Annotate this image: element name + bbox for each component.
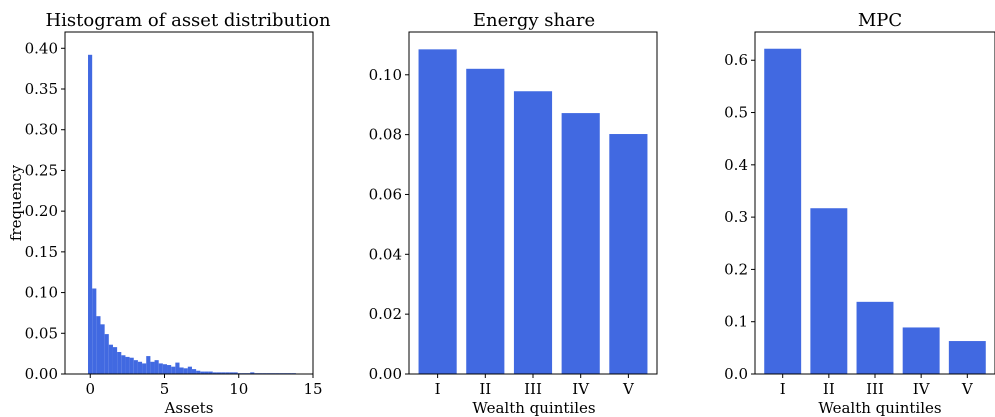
mpc-xtick-label: II bbox=[823, 380, 835, 398]
histogram-ytick-label: 0.40 bbox=[25, 39, 58, 57]
histogram-bar bbox=[134, 360, 138, 374]
energy-share-bar-IV bbox=[562, 113, 600, 374]
mpc-ytick-label: 0.1 bbox=[724, 313, 748, 331]
histogram-ytick-label: 0.35 bbox=[25, 80, 58, 98]
energy-share-xtick-label: IV bbox=[572, 380, 590, 398]
energy-share-bar-V bbox=[609, 134, 647, 374]
mpc-ytick-label: 0.4 bbox=[724, 156, 748, 174]
histogram-bar bbox=[130, 358, 134, 374]
histogram-bar bbox=[175, 363, 179, 374]
histogram-bar bbox=[171, 367, 175, 374]
energy-share-ytick-label: 0.10 bbox=[369, 66, 402, 84]
energy-share-ytick-label: 0.02 bbox=[369, 305, 402, 323]
mpc-ytick-label: 0.2 bbox=[724, 260, 748, 278]
mpc-xtick-label: I bbox=[780, 380, 786, 398]
histogram-bar bbox=[179, 367, 183, 374]
energy-share-panel: Energy share Wealth quintiles I II III IV V … bbox=[369, 10, 657, 417]
histogram-bar bbox=[88, 55, 92, 374]
histogram-bar bbox=[155, 360, 159, 374]
mpc-xticks: I II III IV V bbox=[780, 374, 974, 398]
histogram-bar bbox=[109, 345, 113, 374]
mpc-ytick-label: 0.6 bbox=[724, 51, 748, 69]
energy-share-xtick-label: II bbox=[479, 380, 491, 398]
histogram-bar bbox=[184, 368, 188, 374]
energy-share-bar-III bbox=[514, 91, 552, 374]
mpc-xtick-label: III bbox=[866, 380, 884, 398]
histogram-bar bbox=[146, 356, 150, 374]
mpc-bar-III bbox=[857, 302, 894, 374]
histogram-bar bbox=[121, 355, 125, 374]
mpc-ytick-label: 0.0 bbox=[724, 365, 748, 383]
energy-share-xticks: I II III IV V bbox=[435, 374, 635, 398]
energy-share-ytick-label: 0.04 bbox=[369, 245, 402, 263]
histogram-ytick-label: 0.30 bbox=[25, 121, 58, 139]
mpc-bar-V bbox=[949, 341, 986, 374]
mpc-ytick-label: 0.3 bbox=[724, 208, 748, 226]
histogram-xtick-label: 0 bbox=[85, 380, 95, 398]
histogram-bar bbox=[105, 334, 109, 374]
histogram-bar bbox=[117, 352, 121, 374]
histogram-bar bbox=[192, 369, 196, 374]
mpc-bar-II bbox=[810, 208, 847, 374]
histogram-bar bbox=[163, 364, 167, 374]
histogram-bar bbox=[113, 347, 117, 374]
mpc-bar-IV bbox=[903, 327, 940, 374]
histogram-axes-frame bbox=[65, 32, 313, 374]
histogram-bar bbox=[138, 362, 142, 374]
mpc-yticks: 0.0 0.1 0.2 0.3 0.4 0.5 0.6 bbox=[724, 51, 755, 383]
histogram-ytick-label: 0.20 bbox=[25, 202, 58, 220]
energy-share-xtick-label: III bbox=[524, 380, 542, 398]
energy-share-xtick-label: V bbox=[622, 380, 635, 398]
histogram-bar bbox=[159, 363, 163, 374]
histogram-bar bbox=[167, 365, 171, 374]
histogram-xticks: 0 5 10 15 bbox=[85, 374, 322, 398]
energy-share-yticks: 0.00 0.02 0.04 0.06 0.08 0.10 bbox=[369, 66, 409, 383]
histogram-xtick-label: 5 bbox=[160, 380, 170, 398]
mpc-title: MPC bbox=[858, 10, 902, 31]
mpc-xlabel: Wealth quintiles bbox=[818, 399, 941, 417]
histogram-ytick-label: 0.10 bbox=[25, 284, 58, 302]
histogram-title: Histogram of asset distribution bbox=[45, 10, 330, 31]
histogram-ytick-label: 0.05 bbox=[25, 324, 58, 342]
histogram-bar bbox=[142, 363, 146, 374]
histogram-ytick-label: 0.25 bbox=[25, 161, 58, 179]
histogram-bar bbox=[188, 367, 192, 374]
histogram-bar bbox=[125, 357, 129, 374]
histogram-panel: Histogram of asset distribution Assets f… bbox=[7, 10, 331, 417]
histogram-bar bbox=[150, 362, 154, 374]
histogram-bar bbox=[92, 289, 96, 375]
histogram-bar bbox=[96, 316, 100, 374]
mpc-xtick-label: V bbox=[961, 380, 974, 398]
mpc-panel: MPC Wealth quintiles I II III IV V 0.00.10.2… bbox=[724, 10, 995, 417]
mpc-bars bbox=[764, 49, 986, 374]
energy-share-ytick-label: 0.08 bbox=[369, 126, 402, 144]
energy-share-xlabel: Wealth quintiles bbox=[472, 399, 595, 417]
histogram-ytick-label: 0.00 bbox=[25, 365, 58, 383]
histogram-bar bbox=[100, 324, 104, 374]
mpc-xtick-label: IV bbox=[913, 380, 931, 398]
energy-share-ytick-label: 0.00 bbox=[369, 365, 402, 383]
energy-share-title: Energy share bbox=[473, 10, 595, 31]
energy-share-xtick-label: I bbox=[435, 380, 441, 398]
histogram-ylabel: frequency bbox=[7, 164, 25, 241]
histogram-yticks: 0.00 0.05 0.10 0.15 0.20 0.25 0.30 0.35 0.40 bbox=[25, 39, 65, 383]
energy-share-bar-I bbox=[419, 49, 457, 374]
histogram-xlabel: Assets bbox=[164, 399, 214, 417]
histogram-ytick-label: 0.15 bbox=[25, 243, 58, 261]
mpc-bar-I bbox=[764, 49, 801, 374]
energy-share-bars bbox=[419, 49, 648, 374]
energy-share-bar-II bbox=[466, 69, 504, 374]
histogram-xtick-label: 10 bbox=[229, 380, 248, 398]
histogram-xtick-label: 15 bbox=[303, 380, 322, 398]
mpc-ytick-label: 0.5 bbox=[724, 104, 748, 122]
histogram-bars bbox=[88, 55, 296, 374]
energy-share-ytick-label: 0.06 bbox=[369, 185, 402, 203]
